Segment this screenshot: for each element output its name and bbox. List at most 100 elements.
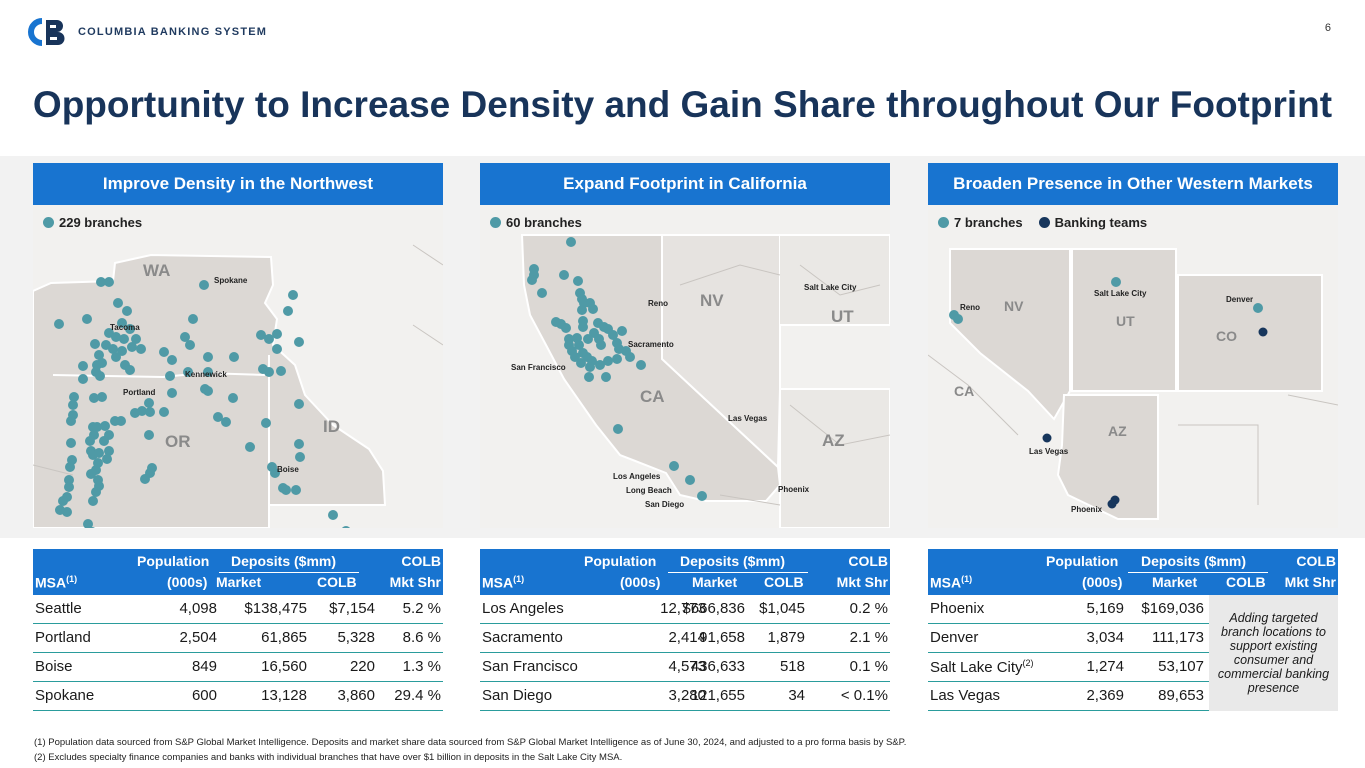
- footnotes: (1) Population data sourced from S&P Glo…: [34, 735, 906, 765]
- col-colb: COLB: [401, 553, 441, 569]
- page-number: 6: [1324, 22, 1331, 34]
- city-label: Long Beach: [626, 486, 672, 495]
- table-header: Population Deposits ($mm) COLB MSA(1) (0…: [33, 549, 443, 595]
- city-label: Los Angeles: [613, 472, 661, 481]
- city-label: Phoenix: [778, 485, 810, 494]
- col-colb-deposits: COLB: [764, 574, 804, 590]
- table-row: Portland 2,504 61,865 5,328 8.6 %: [33, 624, 443, 653]
- table-row: Spokane 600 13,128 3,860 29.4 %: [33, 682, 443, 711]
- branch-dot-icon: [938, 217, 949, 228]
- state-label: NV: [700, 291, 724, 310]
- footnote: (1) Population data sourced from S&P Glo…: [34, 737, 907, 748]
- legend-label: 229 branches: [59, 215, 143, 230]
- table-header: Population Deposits ($mm) COLB MSA(1) (0…: [928, 549, 1338, 595]
- state-label: WA: [143, 261, 171, 280]
- state-label: CO: [1216, 328, 1237, 344]
- panel-northwest: Improve Density in the Northwest: [33, 163, 443, 528]
- cb-logo-icon: [28, 18, 65, 46]
- city-label: Las Vegas: [1029, 447, 1069, 456]
- col-mkt-shr: Mkt Shr: [836, 574, 888, 590]
- city-label: Phoenix: [1071, 505, 1103, 514]
- col-market: Market: [216, 574, 262, 590]
- legend-label: 7 branches: [954, 215, 1023, 230]
- col-population: Population: [584, 553, 657, 569]
- legend-label: Banking teams: [1054, 215, 1148, 230]
- col-colb: COLB: [1296, 553, 1336, 569]
- col-deposits: Deposits ($mm): [680, 553, 786, 569]
- city-label: Reno: [648, 299, 668, 308]
- map-legend: 7 branches Banking teams: [938, 215, 1163, 230]
- panel-heading: Broaden Presence in Other Western Market…: [928, 163, 1338, 205]
- western-map-graphic: [928, 205, 1338, 528]
- table-row: Salt Lake City(2) 1,274 53,107: [928, 653, 1338, 682]
- northwest-map-graphic: [33, 205, 443, 528]
- legend-label: 60 branches: [506, 215, 582, 230]
- map-northwest: 229 branches WA OR ID Spokane Tacoma Ken…: [33, 205, 443, 528]
- panel-western: Broaden Presence in Other Western Market…: [928, 163, 1338, 528]
- city-label: Portland: [123, 388, 156, 397]
- city-label: Denver: [1226, 295, 1254, 304]
- col-msa: MSA(1): [35, 574, 78, 591]
- col-mkt-shr: Mkt Shr: [1284, 574, 1336, 590]
- col-thousands: (000s): [1082, 574, 1123, 590]
- california-map-graphic: [480, 205, 890, 528]
- footnote: (2) Excludes specialty finance companies…: [34, 752, 623, 763]
- branch-plan-note: Adding targeted branch locations to supp…: [1209, 595, 1338, 711]
- col-population: Population: [137, 553, 210, 569]
- city-label: Boise: [277, 465, 299, 474]
- logo-text: COLUMBIA BANKING SYSTEM: [78, 26, 268, 38]
- col-msa: MSA(1): [482, 574, 525, 591]
- map-california: 60 branches NV UT CA AZ Salt Lake City R…: [480, 205, 890, 528]
- city-label: San Diego: [645, 500, 685, 509]
- col-thousands: (000s): [167, 574, 208, 590]
- branch-dot-icon: [490, 217, 501, 228]
- city-label: Reno: [960, 303, 980, 312]
- company-logo: COLUMBIA BANKING SYSTEM: [24, 17, 267, 47]
- col-msa: MSA(1): [930, 574, 973, 591]
- col-colb-deposits: COLB: [1226, 574, 1266, 590]
- table-row: San Diego 3,280 121,655 34 < 0.1%: [480, 682, 890, 711]
- map-legend: 229 branches: [43, 215, 158, 230]
- table-western: Population Deposits ($mm) COLB MSA(1) (0…: [928, 549, 1338, 711]
- map-western: 7 branches Banking teams NV UT CO CA AZ …: [928, 205, 1338, 528]
- table-row: Denver 3,034 111,173: [928, 624, 1338, 653]
- state-label: NV: [1004, 298, 1024, 314]
- state-label: OR: [165, 432, 191, 451]
- col-mkt-shr: Mkt Shr: [389, 574, 441, 590]
- state-label: ID: [323, 417, 340, 436]
- panel-heading: Improve Density in the Northwest: [33, 163, 443, 205]
- table-row: Los Angeles 12,773 $666,836 $1,045 0.2 %: [480, 595, 890, 624]
- state-label: CA: [640, 387, 665, 406]
- col-deposits: Deposits ($mm): [231, 553, 337, 569]
- city-label: Las Vegas: [728, 414, 768, 423]
- city-label: Spokane: [214, 276, 248, 285]
- city-label: Salt Lake City: [1094, 289, 1147, 298]
- city-label: Salt Lake City: [804, 283, 857, 292]
- table-header: Population Deposits ($mm) COLB MSA(1) (0…: [480, 549, 890, 595]
- slide-header: COLUMBIA BANKING SYSTEM 6 Opportunity to…: [0, 0, 1365, 156]
- table-row: Las Vegas 2,369 89,653: [928, 682, 1338, 711]
- city-label: Tacoma: [110, 323, 140, 332]
- city-label: Kennewick: [185, 370, 227, 379]
- banking-team-dot-icon: [1038, 217, 1050, 228]
- table-row: Boise 849 16,560 220 1.3 %: [33, 653, 443, 682]
- state-label: UT: [1116, 313, 1135, 329]
- panel-heading: Expand Footprint in California: [480, 163, 890, 205]
- table-row: San Francisco 4,573 436,633 518 0.1 %: [480, 653, 890, 682]
- table-northwest: Population Deposits ($mm) COLB MSA(1) (0…: [33, 549, 443, 711]
- branch-dot-icon: [43, 217, 54, 228]
- col-market: Market: [1152, 574, 1198, 590]
- city-label: Sacramento: [628, 340, 674, 349]
- table-row: Seattle 4,098 $138,475 $7,154 5.2 %: [33, 595, 443, 624]
- city-label: San Francisco: [511, 363, 566, 372]
- col-market: Market: [692, 574, 738, 590]
- table-row: Phoenix 5,169 $169,036: [928, 595, 1338, 624]
- col-population: Population: [1046, 553, 1119, 569]
- col-colb: COLB: [848, 553, 888, 569]
- col-deposits: Deposits ($mm): [1141, 553, 1247, 569]
- state-label: AZ: [822, 431, 845, 450]
- panel-california: Expand Footprint in California: [480, 163, 890, 528]
- page-title: Opportunity to Increase Density and Gain…: [32, 84, 1333, 125]
- state-label: UT: [831, 307, 854, 326]
- state-label: CA: [954, 383, 975, 399]
